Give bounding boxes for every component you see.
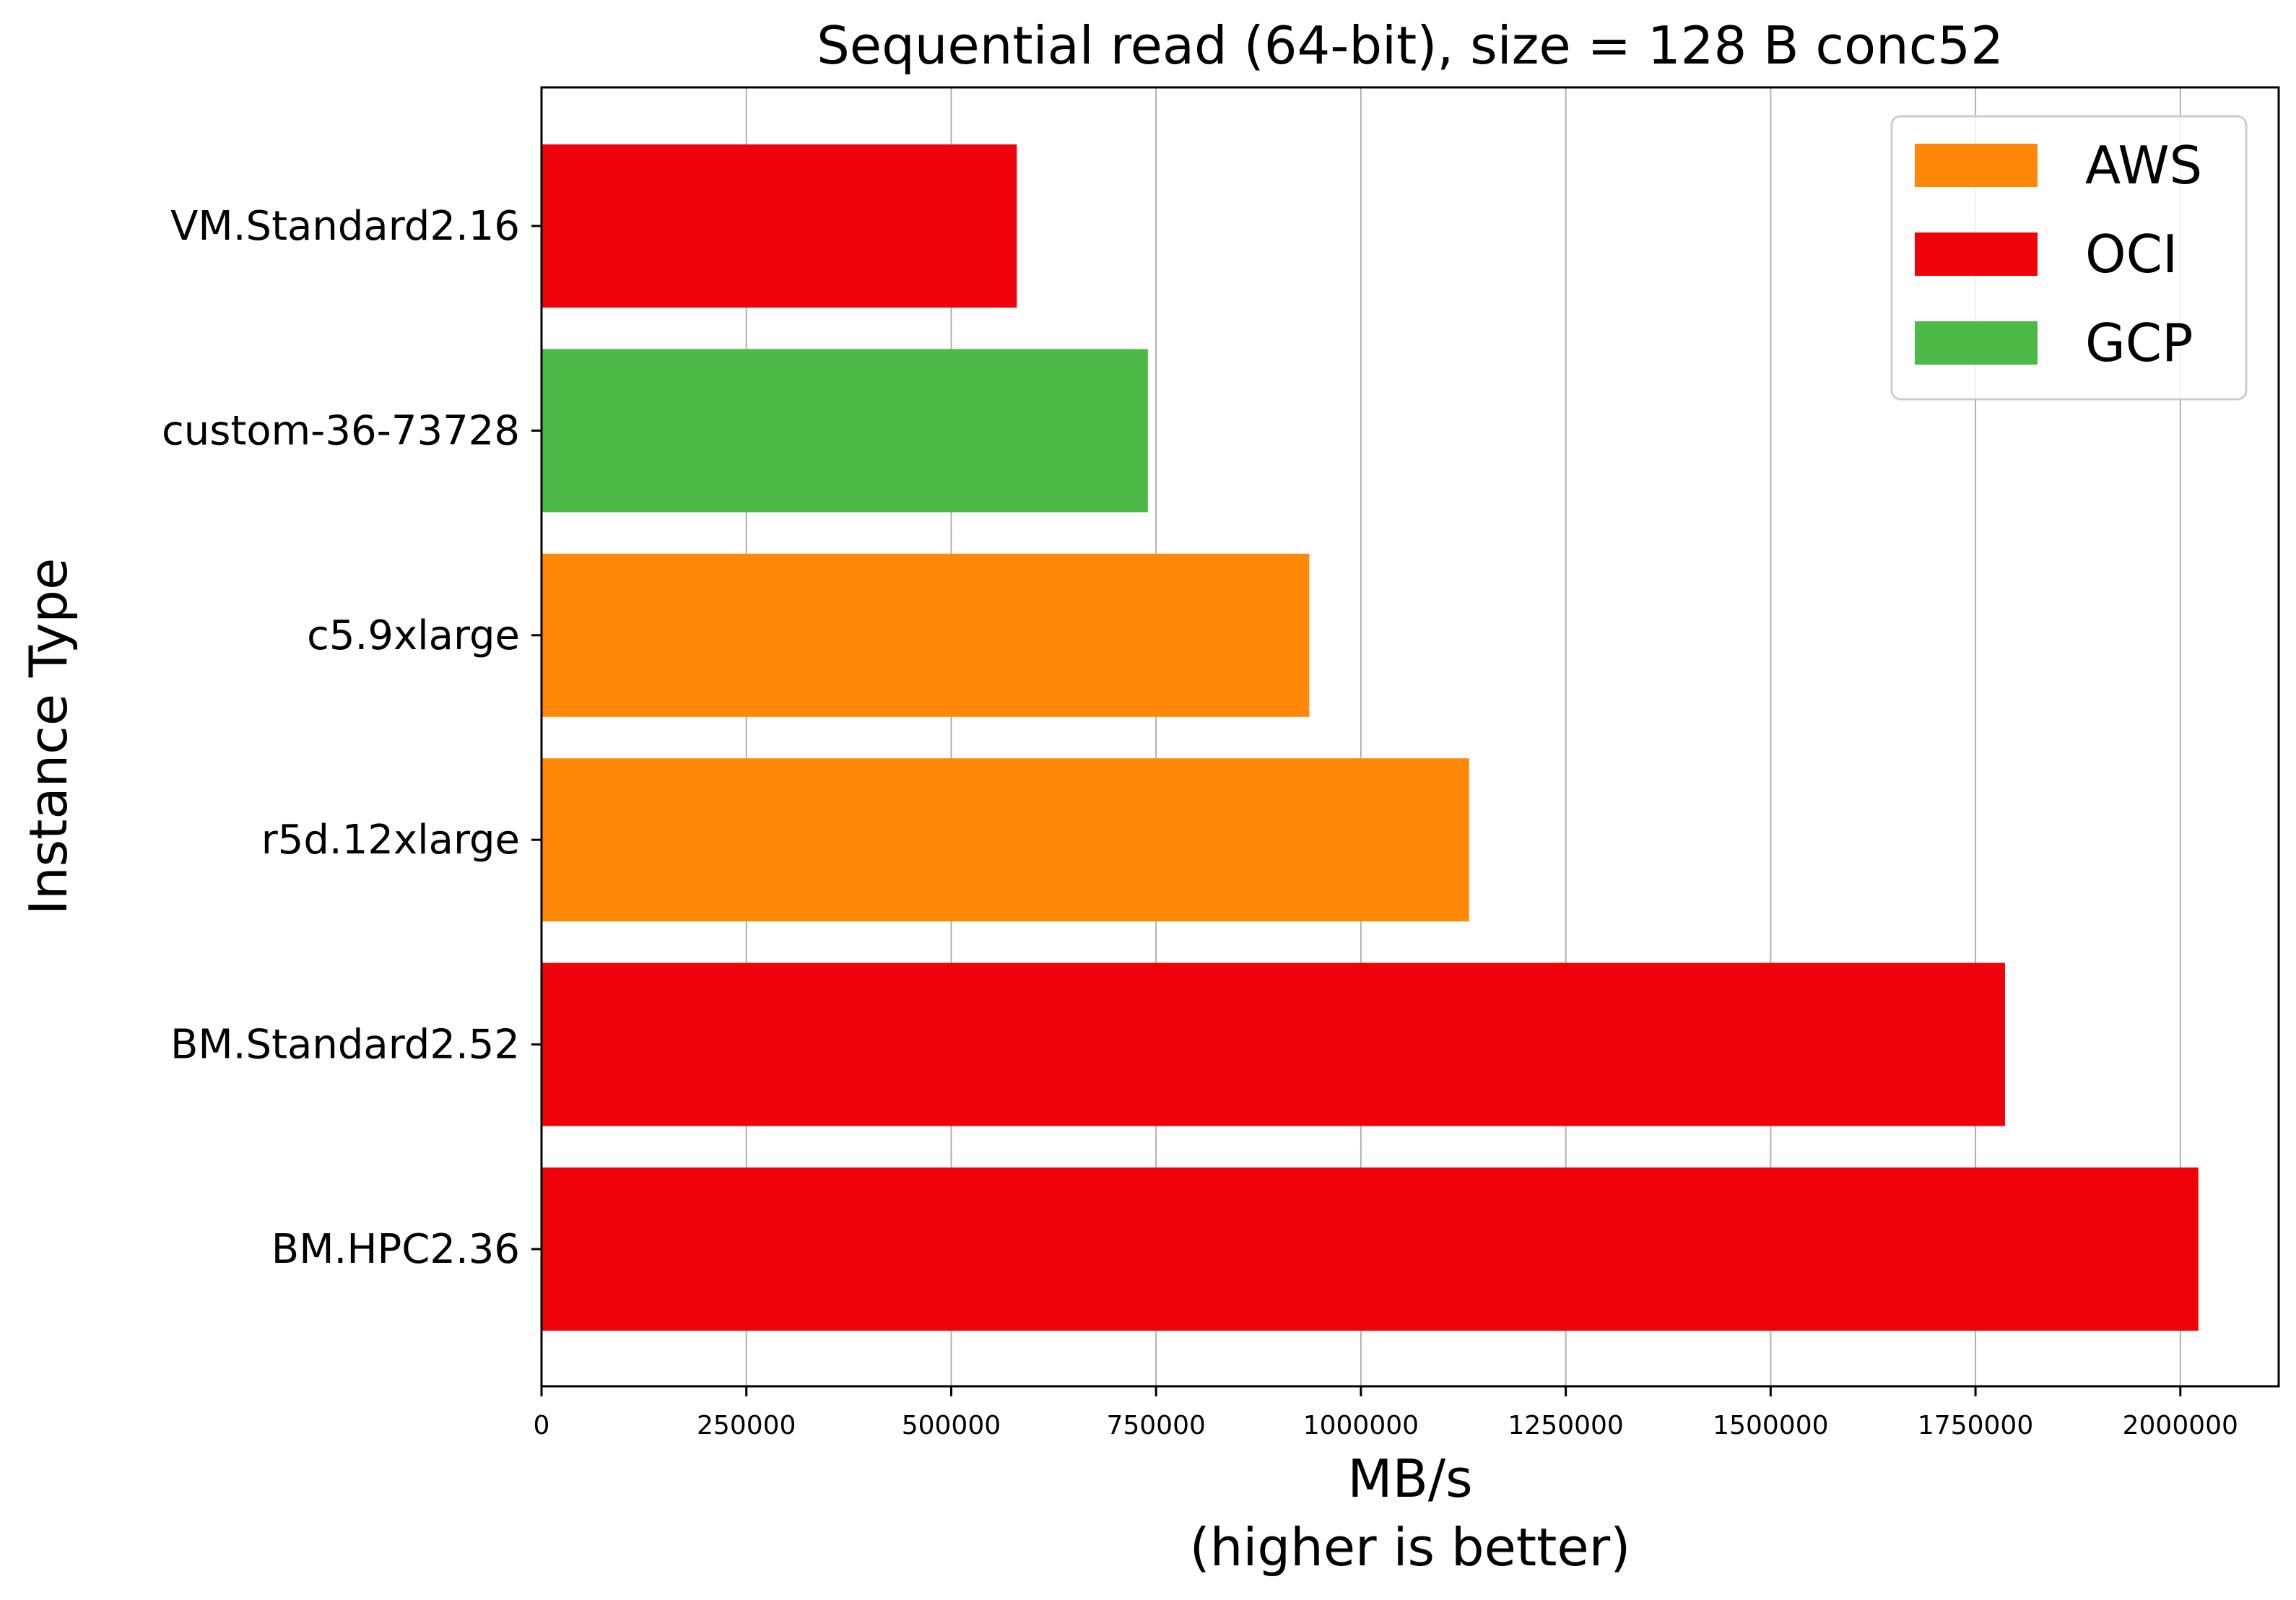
bar-vm-standard2-16 xyxy=(542,144,1017,308)
legend-swatch-oci xyxy=(1915,232,2038,276)
bar-custom-36-73728 xyxy=(542,349,1148,513)
y-tick-label: custom-36-73728 xyxy=(162,407,520,454)
legend-label-oci: OCI xyxy=(2085,224,2178,284)
legend-entries: AWS OCI GCP xyxy=(1915,135,2202,373)
legend-swatch-aws xyxy=(1915,144,2038,187)
y-ticks: VM.Standard2.16 custom-36-73728 c5.9xlarge… xyxy=(162,203,542,1273)
legend: AWS OCI GCP xyxy=(1890,115,2248,401)
y-tick-label: VM.Standard2.16 xyxy=(170,203,520,250)
bars xyxy=(542,144,2199,1331)
bar-bm-standard2-52 xyxy=(542,962,2005,1126)
y-tick-label: BM.HPC2.36 xyxy=(271,1226,520,1273)
x-tick-label: 500000 xyxy=(902,1411,1001,1440)
x-tick-label: 1500000 xyxy=(1713,1411,1828,1440)
y-tick-label: r5d.12xlarge xyxy=(261,817,520,864)
x-tick-label: 2000000 xyxy=(2123,1411,2238,1440)
legend-swatch-gcp xyxy=(1915,321,2038,365)
x-tick-label: 1750000 xyxy=(1918,1411,2033,1440)
legend-label-aws: AWS xyxy=(2085,135,2202,196)
legend-label-gcp: GCP xyxy=(2085,313,2193,373)
bar-r5d-12xlarge xyxy=(542,758,1469,922)
bar-c5-9xlarge xyxy=(542,553,1310,717)
plot-frame xyxy=(540,86,2280,1388)
x-axis-label: MB/s xyxy=(1347,1448,1472,1509)
x-axis-label-note: (higher is better) xyxy=(1190,1517,1631,1578)
chart-title: Sequential read (64-bit), size = 128 B c… xyxy=(817,15,2004,76)
x-tick-label: 0 xyxy=(534,1411,550,1440)
y-tick-label: c5.9xlarge xyxy=(307,612,520,659)
x-tick-label: 1000000 xyxy=(1303,1411,1419,1440)
x-tick-label: 750000 xyxy=(1106,1411,1205,1440)
x-tick-label: 250000 xyxy=(697,1411,796,1440)
x-ticks: 0 250000 500000 750000 1000000 1250000 1500000… xyxy=(534,1386,2238,1440)
bar-bm-hpc2-36 xyxy=(542,1168,2199,1331)
y-tick-label: BM.Standard2.52 xyxy=(170,1022,520,1069)
y-axis-label: Instance Type xyxy=(18,558,79,916)
x-tick-label: 1250000 xyxy=(1508,1411,1623,1440)
